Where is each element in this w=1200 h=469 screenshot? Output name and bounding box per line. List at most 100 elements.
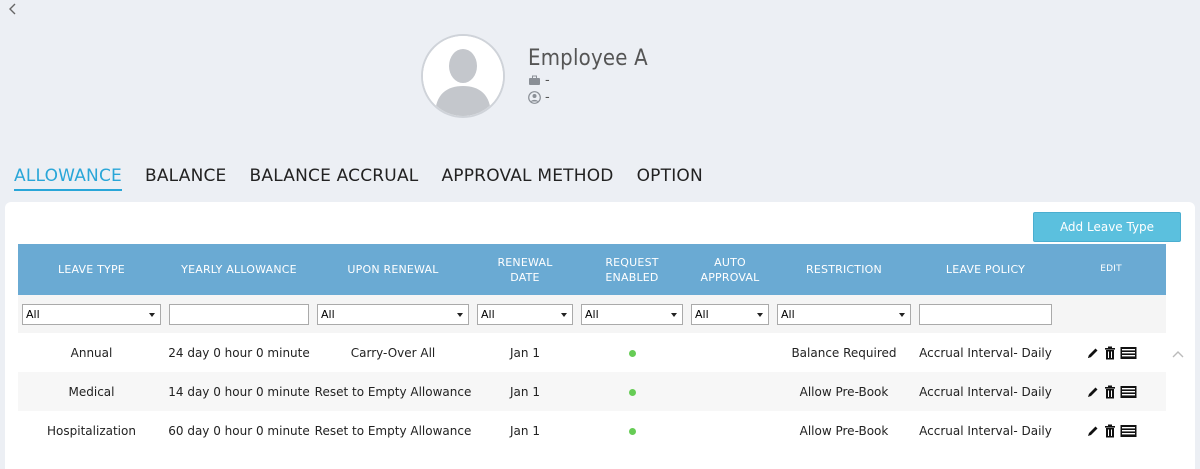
- cell-restriction: Allow Pre-Book: [799, 384, 889, 399]
- tab-balance[interactable]: BALANCE: [144, 166, 227, 186]
- cell-yearly-allowance: 14 day 0 hour 0 minute: [168, 384, 310, 399]
- employee-profile: Employee A - -: [421, 34, 648, 118]
- cell-renewal-date: Jan 1: [510, 345, 540, 360]
- col-yearly-allowance[interactable]: YEARLY ALLOWANCE: [181, 263, 297, 276]
- filter-upon-renewal-select[interactable]: All: [317, 303, 469, 325]
- cell-leave-policy: Accrual Interval- Daily: [919, 384, 1052, 399]
- filter-request-enabled-select[interactable]: All: [581, 303, 683, 325]
- allowance-panel: Add Leave Type LEAVE TYPE YEARLY ALLOWAN…: [5, 202, 1195, 469]
- filter-restriction-value: All: [781, 307, 795, 321]
- cell-auto-approval: [687, 411, 773, 450]
- filter-renewal-date-value: All: [481, 307, 495, 321]
- table-row[interactable]: Hospitalization 60 day 0 hour 0 minute R…: [18, 411, 1166, 450]
- cell-request-enabled: [577, 333, 687, 372]
- filter-renewal-date-select[interactable]: All: [477, 303, 573, 325]
- caret-down-icon: [757, 312, 763, 317]
- grid-filter-row: All All All All All All: [18, 295, 1166, 333]
- add-leave-type-button[interactable]: Add Leave Type: [1033, 212, 1181, 242]
- filter-upon-renewal-value: All: [321, 307, 335, 321]
- tab-allowance[interactable]: ALLOWANCE: [14, 166, 122, 191]
- tab-approval-method[interactable]: APPROVAL METHOD: [441, 166, 614, 186]
- col-leave-policy[interactable]: LEAVE POLICY: [945, 263, 1026, 276]
- pencil-icon[interactable]: [1086, 385, 1100, 399]
- cell-auto-approval: [687, 372, 773, 411]
- col-auto-approval[interactable]: AUTO APPROVAL: [687, 244, 773, 295]
- employee-job-value: -: [545, 72, 550, 88]
- tab-balance-accrual[interactable]: BALANCE ACCRUAL: [249, 166, 419, 186]
- pencil-icon[interactable]: [1086, 424, 1100, 438]
- cell-edit: [1056, 333, 1166, 372]
- filter-leave-type-select[interactable]: All: [22, 303, 161, 325]
- cell-request-enabled: [577, 372, 687, 411]
- filter-yearly-allowance-input[interactable]: [169, 303, 309, 325]
- cell-upon-renewal: Carry-Over All: [350, 345, 436, 360]
- trash-icon[interactable]: [1103, 346, 1117, 360]
- cell-upon-renewal: Reset to Empty Allowance: [314, 384, 472, 399]
- col-restriction[interactable]: RESTRICTION: [806, 263, 882, 276]
- pencil-icon[interactable]: [1086, 346, 1100, 360]
- col-renewal-date[interactable]: RENEWAL DATE: [473, 244, 577, 295]
- table-row[interactable]: Annual 24 day 0 hour 0 minute Carry-Over…: [18, 333, 1166, 372]
- trash-icon[interactable]: [1103, 424, 1117, 438]
- employee-user-value: -: [545, 89, 550, 105]
- enabled-dot-icon: [628, 388, 636, 396]
- avatar: [421, 34, 505, 118]
- table-row[interactable]: Medical 14 day 0 hour 0 minute Reset to …: [18, 372, 1166, 411]
- col-upon-renewal[interactable]: UPON RENEWAL: [347, 263, 439, 276]
- col-leave-type[interactable]: LEAVE TYPE: [58, 263, 125, 276]
- caret-down-icon: [561, 312, 567, 317]
- cell-leave-type: Medical: [68, 384, 115, 399]
- cell-leave-policy: Accrual Interval- Daily: [919, 423, 1052, 438]
- col-edit: EDIT: [1100, 264, 1122, 274]
- col-renewal-date-line2: DATE: [510, 270, 540, 284]
- cell-upon-renewal: Reset to Empty Allowance: [314, 423, 472, 438]
- col-request-enabled[interactable]: REQUEST ENABLED: [577, 244, 687, 295]
- col-auto-approval-line2: APPROVAL: [700, 270, 760, 284]
- col-request-enabled-line2: ENABLED: [605, 270, 659, 284]
- employee-name: Employee A: [528, 46, 648, 71]
- briefcase-icon: [529, 75, 540, 85]
- cell-restriction: Allow Pre-Book: [799, 423, 889, 438]
- cell-yearly-allowance: 24 day 0 hour 0 minute: [168, 345, 310, 360]
- leave-type-grid: LEAVE TYPE YEARLY ALLOWANCE UPON RENEWAL…: [18, 244, 1166, 450]
- cell-edit: [1056, 411, 1166, 450]
- back-button[interactable]: [6, 1, 20, 17]
- cell-auto-approval: [687, 333, 773, 372]
- caret-down-icon: [899, 312, 905, 317]
- filter-restriction-select[interactable]: All: [777, 303, 911, 325]
- cell-yearly-allowance: 60 day 0 hour 0 minute: [168, 423, 310, 438]
- caret-down-icon: [149, 312, 155, 317]
- cell-leave-type: Hospitalization: [47, 423, 136, 438]
- cell-renewal-date: Jan 1: [510, 384, 540, 399]
- caret-down-icon: [457, 312, 463, 317]
- user-circle-icon: [528, 90, 541, 104]
- chevron-up-icon[interactable]: [1171, 348, 1185, 360]
- filter-request-enabled-value: All: [585, 307, 599, 321]
- employee-user: -: [528, 89, 648, 105]
- enabled-dot-icon: [628, 427, 636, 435]
- list-icon[interactable]: [1120, 424, 1137, 438]
- employee-job: -: [528, 72, 648, 88]
- caret-down-icon: [671, 312, 677, 317]
- tab-option[interactable]: OPTION: [636, 166, 703, 186]
- chevron-left-icon: [9, 3, 16, 15]
- cell-edit: [1056, 372, 1166, 411]
- cell-leave-policy: Accrual Interval- Daily: [919, 345, 1052, 360]
- filter-auto-approval-select[interactable]: All: [691, 303, 769, 325]
- cell-request-enabled: [577, 411, 687, 450]
- cell-renewal-date: Jan 1: [510, 423, 540, 438]
- col-renewal-date-line1: RENEWAL: [497, 255, 553, 269]
- list-icon[interactable]: [1120, 385, 1137, 399]
- enabled-dot-icon: [628, 349, 636, 357]
- trash-icon[interactable]: [1103, 385, 1117, 399]
- filter-leave-type-value: All: [26, 307, 40, 321]
- cell-leave-type: Annual: [70, 345, 113, 360]
- list-icon[interactable]: [1120, 346, 1137, 360]
- filter-auto-approval-value: All: [695, 307, 709, 321]
- user-silhouette-icon: [423, 36, 503, 116]
- cell-restriction: Balance Required: [791, 345, 897, 360]
- col-request-enabled-line1: REQUEST: [605, 255, 659, 269]
- tab-bar: ALLOWANCE BALANCE BALANCE ACCRUAL APPROV…: [14, 166, 726, 191]
- filter-leave-policy-input[interactable]: [919, 303, 1052, 325]
- grid-header: LEAVE TYPE YEARLY ALLOWANCE UPON RENEWAL…: [18, 244, 1166, 295]
